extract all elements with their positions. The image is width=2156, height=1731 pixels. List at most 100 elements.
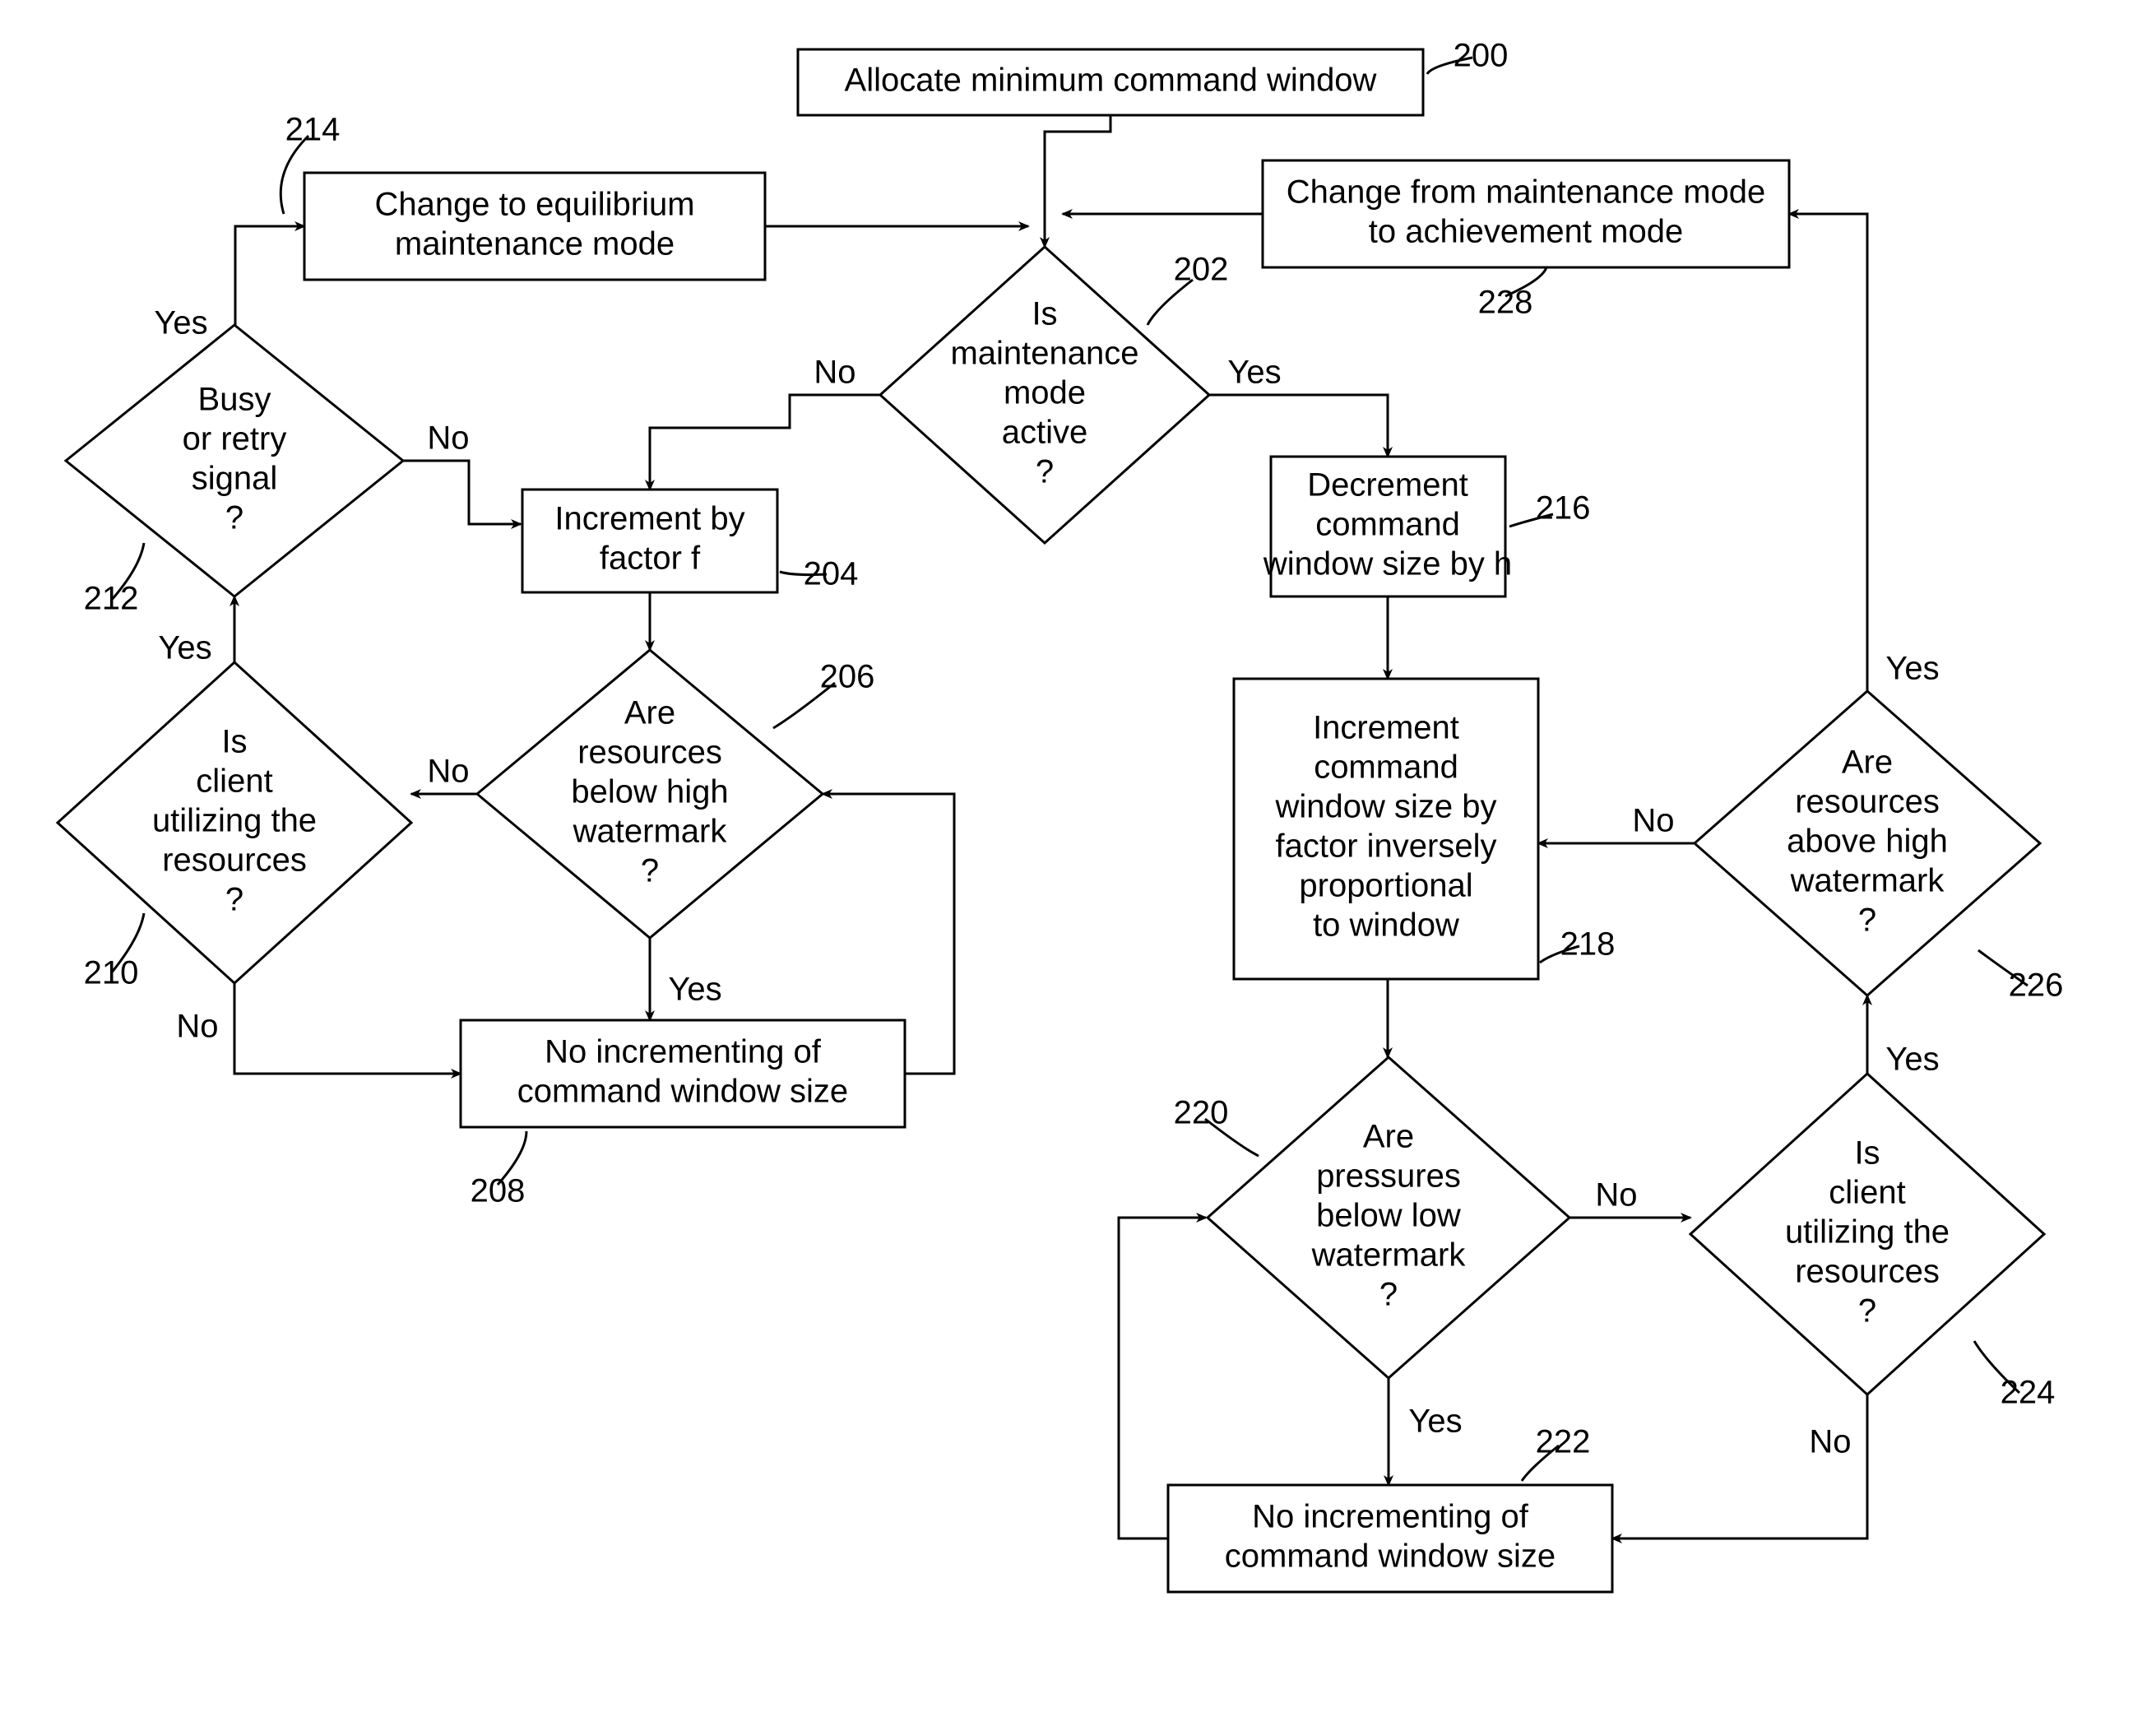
node-text: ?: [1036, 454, 1054, 490]
node-text: active: [1002, 415, 1088, 451]
node-n200: Allocate minimum command window: [798, 49, 1423, 115]
ref-number: 218: [1560, 926, 1616, 963]
ref-number: 216: [1536, 490, 1591, 527]
edge-label: Yes: [158, 630, 211, 666]
node-n226: Areresources above highwatermark?: [1695, 691, 2040, 995]
node-text: ?: [1858, 1293, 1876, 1330]
node-text: or retry: [183, 421, 287, 457]
ref-number: 226: [2009, 968, 2064, 1004]
node-text: command: [1315, 507, 1460, 543]
edge: [1789, 214, 1867, 691]
edge-label: Yes: [1408, 1404, 1462, 1440]
node-n220: Arepressuresbelow lowwatermark?: [1208, 1057, 1569, 1378]
node-text: to achievement mode: [1369, 214, 1683, 250]
node-text: utilizing the: [152, 803, 317, 839]
node-text: client: [196, 763, 272, 800]
node-text: to window: [1313, 907, 1459, 944]
edge-label: No: [1595, 1177, 1637, 1214]
node-text: above high: [1787, 824, 1948, 860]
node-text: Are: [1363, 1119, 1414, 1155]
ref-number: 222: [1536, 1424, 1591, 1460]
node-text: ?: [225, 882, 243, 918]
node-n208: No incrementing of command window size: [461, 1020, 905, 1127]
edge-label: No: [1632, 803, 1674, 839]
node-text: Is: [1032, 296, 1057, 332]
flowchart-diagram: YesNoYesNoNoYesYesNoNoYesNoYesYesNo Allo…: [0, 0, 2156, 1731]
ref-number: 220: [1174, 1095, 1229, 1131]
edge-label: Yes: [1885, 1042, 1939, 1078]
node-n212: Busyor retrysignal?: [66, 325, 403, 596]
node-text: resources: [577, 735, 722, 771]
node-text: ?: [641, 853, 659, 889]
node-n214: Change to equilibriummaintenance mode: [304, 173, 765, 280]
nodes-layer: Allocate minimum command window Change to…: [58, 49, 2044, 1592]
node-n224: Isclientutilizing theresources?: [1690, 1074, 2044, 1395]
node-n222: No incrementing ofcommand window size: [1168, 1485, 1612, 1592]
node-text: window size by h: [1263, 546, 1512, 582]
node-text: Allocate minimum command window: [845, 63, 1377, 99]
ref-number: 224: [2001, 1375, 2056, 1411]
node-text: client: [1829, 1175, 1905, 1211]
node-text: ?: [1379, 1277, 1398, 1313]
edge: [1209, 395, 1388, 457]
node-text: maintenance: [950, 336, 1138, 372]
ref-leader: [1205, 1119, 1259, 1156]
edge-label: No: [427, 420, 469, 457]
node-text: Change to equilibrium: [374, 187, 694, 223]
node-n204: Increment by factor f: [522, 490, 777, 592]
edge-label: No: [176, 1009, 218, 1045]
node-n206: Are resourcesbelow high watermark?: [477, 650, 823, 938]
ref-number: 212: [84, 581, 139, 617]
node-text: No incrementing of: [545, 1034, 822, 1070]
node-text: watermark: [1311, 1237, 1467, 1274]
node-text: Change from maintenance mode: [1287, 174, 1766, 211]
node-text: resources: [1795, 1254, 1940, 1290]
node-text: Increment by: [554, 501, 744, 537]
node-text: ?: [225, 500, 243, 536]
node-n202: Ismaintenancemodeactive?: [880, 247, 1209, 543]
node-text: below low: [1316, 1198, 1461, 1234]
node-text: factor f: [600, 541, 701, 577]
node-text: Increment: [1313, 710, 1459, 746]
edge-label: Yes: [154, 305, 207, 341]
edge-label: Yes: [1885, 651, 1939, 687]
edge-label: No: [1809, 1424, 1851, 1460]
node-n216: Decrementcommandwindow size by h: [1263, 457, 1512, 596]
ref-number: 228: [1478, 285, 1533, 321]
node-text: proportional: [1299, 868, 1472, 904]
node-text: Are: [624, 695, 675, 731]
node-text: resources: [162, 842, 307, 879]
edge-label: Yes: [668, 972, 721, 1008]
node-text: factor inversely: [1276, 828, 1497, 865]
node-text: signal: [192, 461, 278, 497]
ref-leader: [773, 683, 835, 728]
ref-number: 200: [1454, 38, 1509, 74]
node-text: ?: [1858, 903, 1876, 939]
edge-label: No: [427, 754, 469, 790]
node-text: Is: [221, 724, 247, 760]
node-text: Decrement: [1307, 467, 1468, 504]
ref-leader: [1974, 1341, 2019, 1393]
node-text: below high: [571, 774, 728, 810]
ref-leader: [1148, 280, 1193, 325]
ref-number: 202: [1174, 252, 1229, 288]
node-text: Is: [1854, 1135, 1880, 1172]
node-text: watermark: [1790, 863, 1945, 899]
node-text: resources: [1795, 784, 1940, 820]
edge: [403, 461, 521, 524]
node-text: window size by: [1274, 789, 1496, 825]
node-text: watermark: [573, 814, 728, 850]
edge: [234, 983, 461, 1074]
edge: [1612, 1395, 1867, 1538]
node-n218: Incrementcommandwindow size byfactor inv…: [1234, 679, 1538, 979]
node-text: command window size: [517, 1074, 848, 1110]
edge: [650, 395, 880, 490]
ref-number: 214: [285, 112, 341, 148]
node-text: command: [1314, 749, 1458, 786]
node-n210: Isclientutilizing theresources?: [58, 662, 411, 983]
node-text: Are: [1842, 745, 1893, 781]
node-text: maintenance mode: [395, 226, 675, 262]
edge-label: No: [814, 355, 855, 391]
node-text: No incrementing of: [1252, 1499, 1529, 1535]
node-text: pressures: [1316, 1158, 1461, 1195]
